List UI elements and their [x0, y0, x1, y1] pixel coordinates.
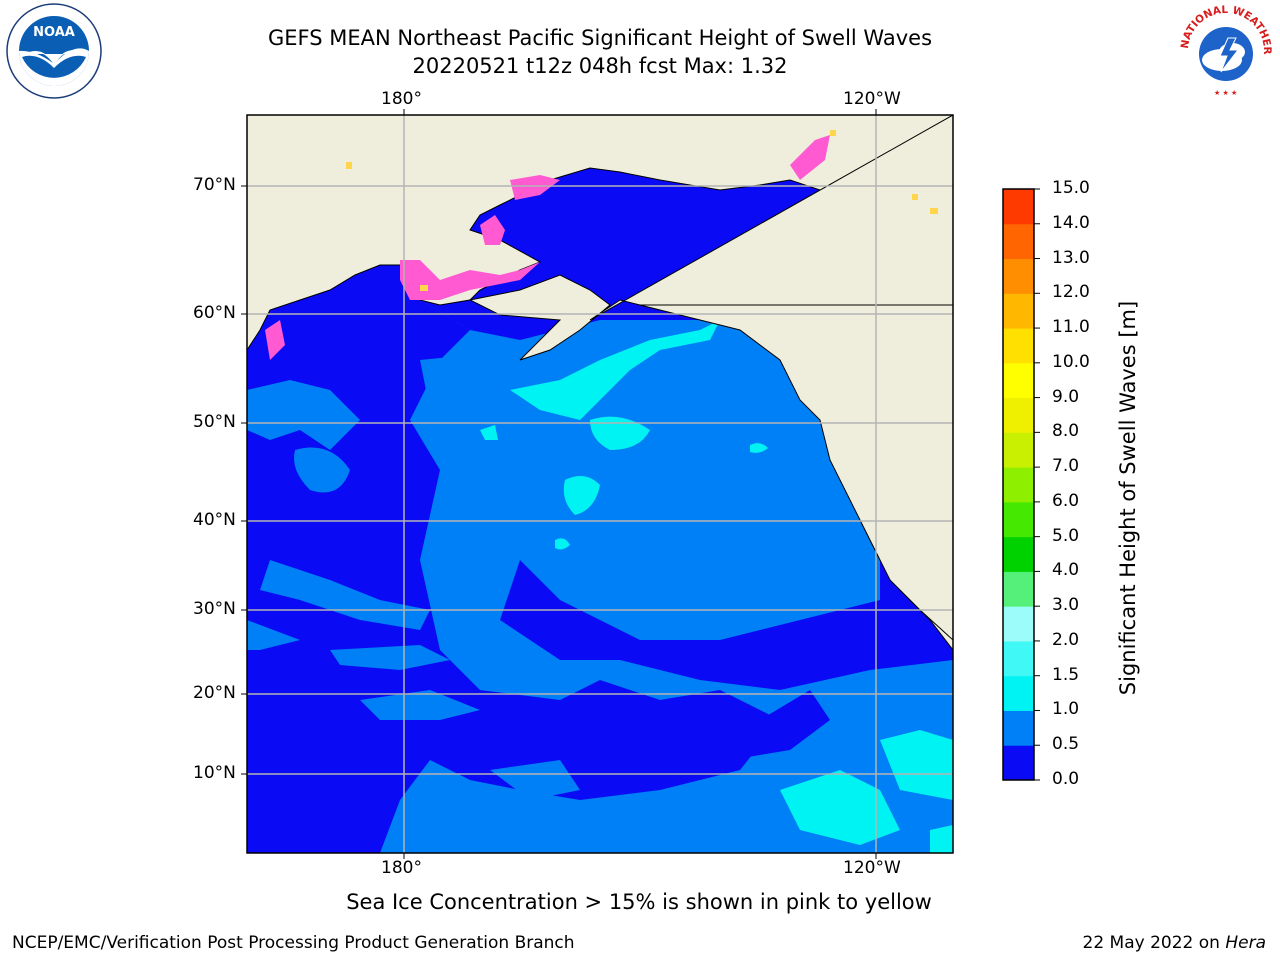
colorbar-tick-label: 1.0 [1052, 699, 1080, 720]
colorbar-cell [1003, 571, 1034, 607]
colorbar-tick-label: 15.0 [1052, 178, 1090, 198]
lat-label-50n: 50°N [193, 412, 236, 432]
map-frame [246, 114, 954, 854]
lon-label-bottom-180: 180° [381, 858, 422, 878]
colorbar-tick-label: 9.0 [1052, 386, 1080, 407]
lat-label-60n: 60°N [193, 303, 236, 323]
footer-host: Hera [1225, 933, 1266, 953]
nws-logo-icon: NATIONAL WEATHER SERVICE ★ ★ ★ [1176, 2, 1273, 98]
colorbar-cell [1003, 293, 1034, 329]
sea-ice [265, 135, 830, 360]
colorbar-tick-label: 3.0 [1052, 595, 1080, 616]
colorbar-cell [1003, 675, 1034, 711]
chart-title: GEFS MEAN Northeast Pacific Significant … [267, 26, 933, 50]
sea-ice-note: Sea Ice Concentration > 15% is shown in … [346, 890, 932, 914]
colorbar-cell [1003, 432, 1034, 468]
footer-credit: NCEP/EMC/Verification Post Processing Pr… [12, 933, 575, 953]
colorbar-cell [1003, 223, 1034, 260]
colorbar-tick-label: 5.0 [1052, 525, 1080, 546]
colorbar-cell [1003, 328, 1034, 364]
colorbar [1003, 189, 1034, 781]
colorbar-cell [1003, 606, 1034, 642]
footer-date: 22 May 2022 on Hera [1083, 933, 1267, 953]
colorbar-tick-label: 7.0 [1052, 456, 1080, 477]
colorbar-tick-label: 6.0 [1052, 490, 1080, 511]
colorbar-cell [1003, 640, 1034, 677]
lon-label-bottom-120w: 120°W [843, 858, 901, 878]
colorbar-label: Significant Height of Swell Waves [m] [1116, 300, 1140, 696]
lat-label-70n: 70°N [193, 175, 236, 195]
footer-date-text: 22 May 2022 on [1082, 933, 1226, 953]
colorbar-tick-label: 13.0 [1052, 247, 1090, 268]
colorbar-cell [1003, 467, 1034, 503]
colorbar-cell [1003, 710, 1034, 746]
colorbar-cell [1003, 536, 1034, 572]
lon-label-top-180: 180° [381, 89, 422, 109]
colorbar-tick-label: 4.0 [1052, 560, 1080, 581]
colorbar-tick-label: 1.5 [1052, 664, 1080, 685]
noaa-logo-icon: NOAA [6, 3, 102, 99]
colorbar-tick-label: 12.0 [1052, 282, 1090, 303]
colorbar-cell [1003, 189, 1034, 225]
forecast-subtitle: 20220521 t12z 048h fcst Max: 1.32 [412, 54, 788, 78]
colorbar-tick-label: 0.5 [1052, 734, 1080, 755]
colorbar-cell [1003, 258, 1034, 294]
lat-label-40n: 40°N [193, 510, 236, 530]
lat-label-30n: 30°N [193, 599, 236, 619]
svg-text:★ ★ ★: ★ ★ ★ [1214, 89, 1237, 97]
colorbar-tick-label: 2.0 [1052, 629, 1080, 650]
colorbar-cell [1003, 362, 1034, 399]
colorbar-tick-label: 11.0 [1052, 317, 1090, 338]
colorbar-tick-label: 0.0 [1052, 769, 1080, 789]
ocean-swell-1.0-1.5 [480, 320, 953, 853]
colorbar-tick-label: 8.0 [1052, 421, 1080, 442]
colorbar-cell [1003, 745, 1034, 781]
colorbar-tick-label: 10.0 [1052, 351, 1090, 372]
noaa-logo-text: NOAA [33, 25, 75, 40]
colorbar-cell [1003, 501, 1034, 538]
colorbar-cell [1003, 397, 1034, 433]
colorbar-tick-label: 14.0 [1052, 212, 1090, 233]
lon-label-top-120w: 120°W [843, 89, 901, 109]
map-graticule [247, 115, 953, 853]
lat-label-10n: 10°N [193, 763, 236, 783]
lat-label-20n: 20°N [193, 683, 236, 703]
